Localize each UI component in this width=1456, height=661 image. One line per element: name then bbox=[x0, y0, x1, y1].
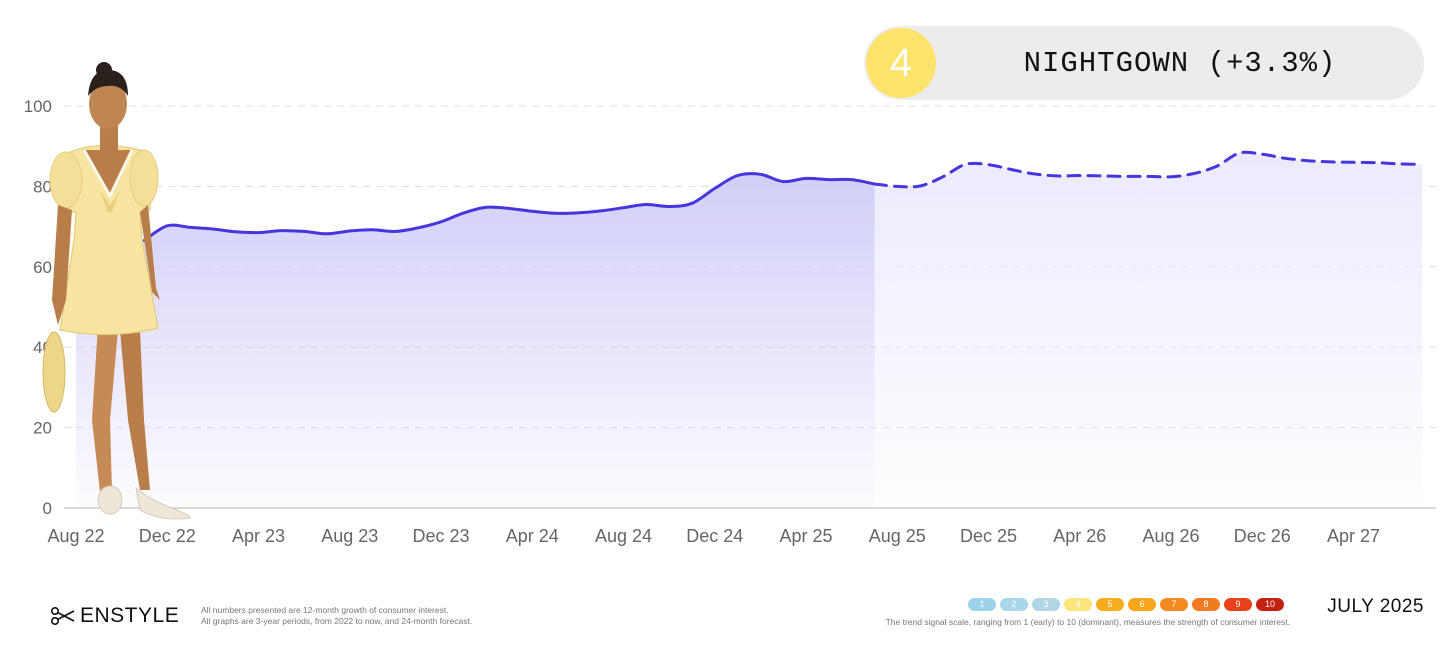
x-tick-label: Apr 27 bbox=[1327, 526, 1380, 546]
x-tick-label: Dec 24 bbox=[686, 526, 743, 546]
scale-chip-6: 6 bbox=[1128, 598, 1156, 611]
x-tick-label: Dec 22 bbox=[139, 526, 196, 546]
brand-name: ENSTYLE bbox=[80, 604, 180, 627]
x-tick-label: Dec 25 bbox=[960, 526, 1017, 546]
model-photo bbox=[42, 62, 191, 520]
footnote: All numbers presented are 12-month growt… bbox=[201, 605, 472, 627]
x-tick-label: Aug 24 bbox=[595, 526, 652, 546]
x-tick-label: Aug 22 bbox=[47, 526, 104, 546]
x-tick-label: Apr 24 bbox=[506, 526, 559, 546]
scale-chip-9: 9 bbox=[1224, 598, 1252, 611]
x-tick-label: Aug 25 bbox=[869, 526, 926, 546]
y-tick-label: 20 bbox=[33, 419, 52, 438]
series-line-historical bbox=[142, 172, 876, 242]
footnote-line-2: All graphs are 3-year periods, from 2022… bbox=[201, 616, 473, 626]
y-tick-label: 100 bbox=[24, 97, 52, 116]
report-date: JULY 2025 bbox=[1327, 596, 1424, 617]
trend-name: NIGHTGOWN (+3.3%) bbox=[1023, 47, 1337, 80]
brand-logo: ENSTYLE bbox=[50, 604, 179, 628]
y-tick-label: 80 bbox=[33, 177, 52, 196]
scale-chip-10: 10 bbox=[1256, 598, 1284, 611]
area-fill-historical bbox=[76, 173, 875, 508]
scale-chip-3: 3 bbox=[1032, 598, 1060, 611]
y-tick-label: 0 bbox=[43, 499, 52, 518]
area-fill-forecast bbox=[874, 152, 1422, 509]
model-illustration bbox=[42, 62, 191, 520]
x-tick-label: Dec 23 bbox=[412, 526, 469, 546]
x-tick-label: Aug 23 bbox=[321, 526, 378, 546]
scale-chip-2: 2 bbox=[1000, 598, 1028, 611]
y-tick-label: 60 bbox=[33, 258, 52, 277]
scale-chip-5: 5 bbox=[1096, 598, 1124, 611]
x-tick-label: Aug 26 bbox=[1143, 526, 1200, 546]
footnote-line-1: All numbers presented are 12-month growt… bbox=[201, 605, 449, 615]
scale-chip-7: 7 bbox=[1160, 598, 1188, 611]
trend-badge: 4 NIGHTGOWN (+3.3%) bbox=[864, 26, 1424, 100]
x-tick-label: Apr 23 bbox=[232, 526, 285, 546]
x-tick-label: Apr 25 bbox=[780, 526, 833, 546]
x-tick-label: Apr 26 bbox=[1053, 526, 1106, 546]
trend-rank: 4 bbox=[866, 28, 936, 98]
x-tick-label: Dec 26 bbox=[1234, 526, 1291, 546]
trend-signal-scale: 1 2 3 4 5 6 7 8 9 10 bbox=[968, 598, 1284, 611]
scale-caption: The trend signal scale, ranging from 1 (… bbox=[885, 617, 1290, 627]
series-line-forecast bbox=[873, 150, 1424, 189]
scale-chip-8: 8 bbox=[1192, 598, 1220, 611]
scale-chip-1: 1 bbox=[968, 598, 996, 611]
scale-chip-4: 4 bbox=[1064, 598, 1092, 611]
scissors-icon bbox=[50, 606, 75, 626]
